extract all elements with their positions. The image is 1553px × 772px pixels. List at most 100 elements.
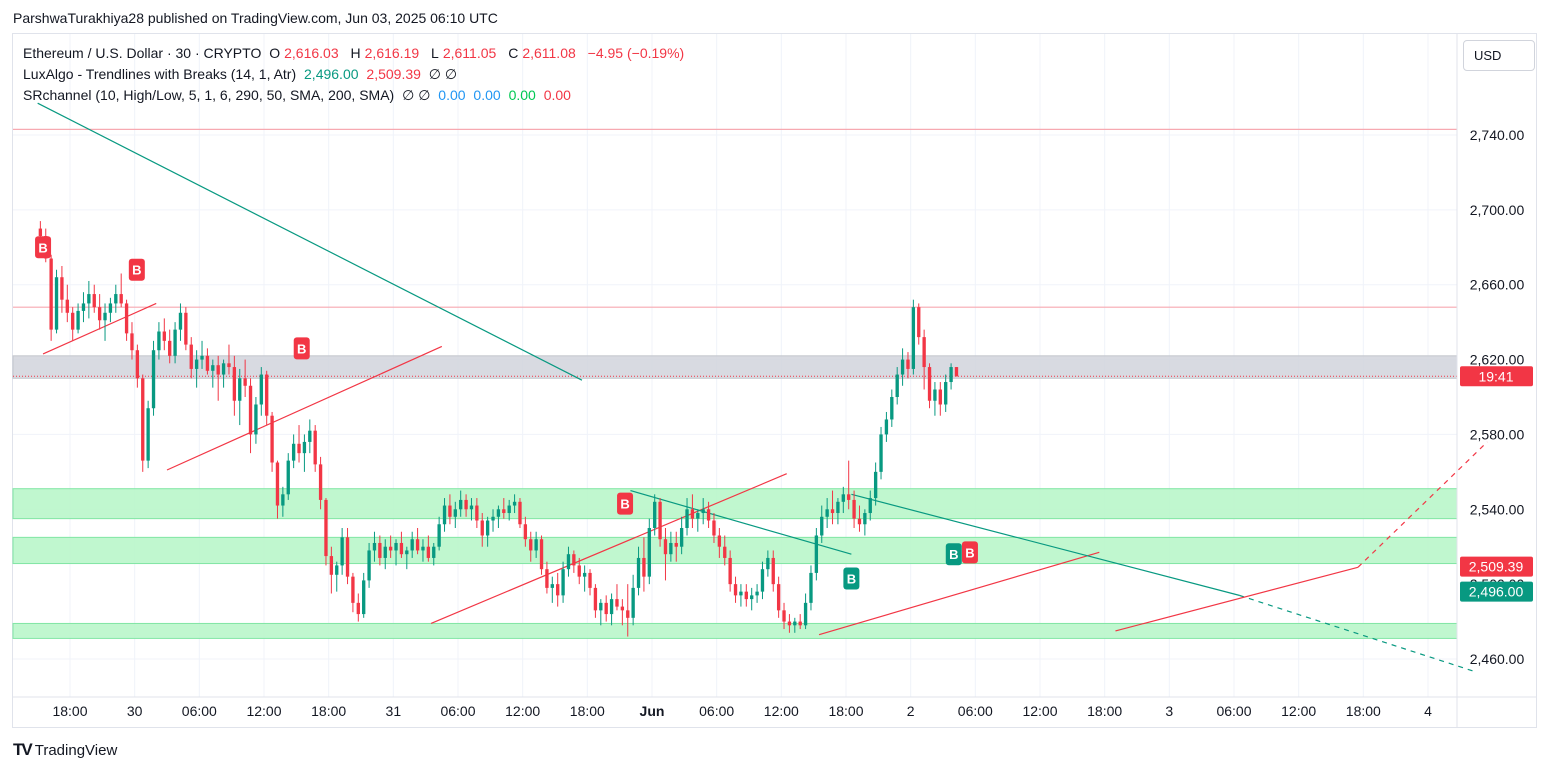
price-axis-label: 2,740.00 [1470, 127, 1525, 143]
candle-body [582, 572, 587, 577]
candle-body [588, 572, 592, 588]
break-label-text: B [965, 545, 974, 560]
break-label: B [293, 337, 310, 360]
legend-indicator-luxalgo[interactable]: LuxAlgo - Trendlines with Breaks (14, 1,… [23, 66, 461, 83]
break-label-box [128, 258, 145, 281]
candle-body [297, 443, 301, 454]
candle-body [609, 599, 614, 615]
candle-body [151, 350, 156, 409]
time-axis-label: 06:00 [182, 703, 217, 719]
candle-body [604, 602, 608, 615]
candle-body [658, 501, 662, 540]
candle-body [809, 572, 813, 603]
time-axis-label: 18:00 [1346, 703, 1381, 719]
candle-body [38, 228, 43, 237]
trendline [37, 102, 583, 381]
time-axis-label: 12:00 [764, 703, 799, 719]
candle-body [259, 374, 263, 405]
trendline [1239, 594, 1477, 673]
candle-body [820, 516, 824, 536]
candle-body [539, 539, 544, 570]
time-axis-label: 18:00 [52, 703, 87, 719]
time-axis-label: 18:00 [570, 703, 605, 719]
candle-body [911, 307, 916, 369]
candle-body [216, 365, 220, 375]
price-tag-text: 2,509.39 [1469, 559, 1524, 575]
candle-body [275, 462, 280, 506]
break-label-box [961, 541, 978, 564]
legend-indicator-srchannel[interactable]: SRchannel (10, High/Low, 5, 1, 6, 290, 5… [23, 87, 575, 104]
break-label: B [843, 567, 860, 590]
candle-body [157, 331, 161, 351]
break-label-box [843, 567, 860, 590]
price-axis-label: 2,460.00 [1470, 651, 1525, 667]
candle-body [227, 363, 231, 368]
break-label-text: B [297, 341, 306, 356]
candle-body [717, 535, 722, 547]
candle-body [701, 509, 705, 514]
break-label-box [617, 492, 634, 515]
candle-body [243, 378, 247, 386]
candle-body [49, 258, 53, 330]
break-label: B [128, 258, 145, 281]
candle-body [642, 557, 646, 577]
candle-body [776, 584, 781, 611]
tradingview-logo[interactable]: TV TradingView [13, 740, 117, 760]
symbol-title[interactable]: Ethereum / U.S. Dollar · 30 · CRYPTO [23, 45, 262, 61]
candle-body [60, 277, 64, 300]
time-axis-label: 30 [127, 703, 143, 719]
break-label-box [945, 543, 962, 566]
candle-body [879, 434, 883, 472]
candle-body [189, 344, 193, 369]
candle-body [421, 546, 425, 551]
candle-body [291, 443, 296, 461]
candle-body [81, 303, 86, 311]
trendline [818, 551, 1100, 636]
candle-body [857, 518, 862, 525]
candle-body [221, 363, 226, 375]
time-axis-label: 06:00 [958, 703, 993, 719]
publisher-credit: ParshwaTurakhiya28 published on TradingV… [13, 10, 498, 26]
candle-body [459, 499, 463, 510]
candle-body [954, 367, 959, 377]
time-axis-label: 18:00 [311, 703, 346, 719]
tradingview-logo-text: TradingView [34, 741, 118, 759]
break-label: B [945, 543, 962, 566]
candle-body [200, 355, 204, 360]
candle-body [356, 602, 360, 615]
candle-body [178, 312, 183, 330]
candle-body [922, 337, 926, 368]
indicator-luxalgo-value-1: 2,496.00 [304, 66, 359, 82]
indicator-luxalgo-value-2: 2,509.39 [366, 66, 421, 82]
candle-body [599, 602, 603, 611]
price-axis-label: 2,620.00 [1470, 352, 1525, 368]
candle-body [496, 509, 501, 517]
time-axis-label: Jun [640, 703, 665, 719]
candle-body [852, 499, 856, 519]
ohlc-close: C 2,611.08 [508, 45, 576, 61]
break-label-text: B [132, 263, 141, 278]
candle-body [534, 539, 538, 551]
candle-body [949, 367, 953, 383]
candle-body [141, 378, 145, 461]
candle-body [566, 554, 571, 570]
candle-body [944, 382, 948, 405]
time-axis-label: 12:00 [246, 703, 281, 719]
ohlc-open: O 2,616.03 [269, 45, 339, 61]
chart-frame [12, 33, 1537, 728]
trendline [1357, 441, 1488, 568]
trendline [1115, 566, 1359, 632]
candle-body [550, 584, 554, 588]
break-label-text: B [847, 572, 856, 587]
indicator-luxalgo-na: ∅ ∅ [428, 66, 458, 82]
candle-body [545, 569, 549, 588]
candle-body [270, 415, 274, 463]
candle-body [351, 576, 355, 603]
candle-body [798, 621, 802, 626]
candle-body [744, 591, 748, 600]
candle-body [394, 542, 398, 551]
currency-button[interactable]: USD [1463, 40, 1535, 71]
candle-body [523, 524, 528, 540]
price-axis-label: 2,540.00 [1470, 501, 1525, 517]
